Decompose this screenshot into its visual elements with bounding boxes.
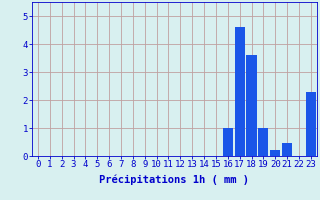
X-axis label: Précipitations 1h ( mm ): Précipitations 1h ( mm )	[100, 175, 249, 185]
Bar	[235, 27, 245, 156]
Bar	[270, 150, 280, 156]
Bar	[258, 128, 268, 156]
Bar	[223, 128, 233, 156]
Bar	[246, 55, 257, 156]
Bar	[306, 92, 316, 156]
Bar	[282, 143, 292, 156]
